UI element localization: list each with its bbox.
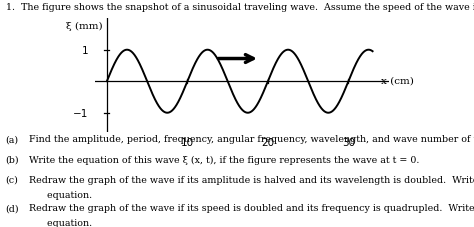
Text: Write the equation of this wave ξ (x, t), if the figure represents the wave at t: Write the equation of this wave ξ (x, t)…	[29, 155, 420, 165]
Text: (b): (b)	[6, 155, 19, 165]
Text: equation.: equation.	[29, 191, 92, 200]
Text: Redraw the graph of the wave if its speed is doubled and its frequency is quadru: Redraw the graph of the wave if its spee…	[29, 204, 474, 213]
Text: 1.  The figure shows the snapshot of a sinusoidal traveling wave.  Assume the sp: 1. The figure shows the snapshot of a si…	[6, 3, 474, 12]
Text: Redraw the graph of the wave if its amplitude is halved and its wavelength is do: Redraw the graph of the wave if its ampl…	[29, 176, 474, 185]
Text: (a): (a)	[6, 135, 19, 144]
Text: x (cm): x (cm)	[381, 77, 413, 86]
Text: Find the amplitude, period, frequency, angular frequency, wavelength, and wave n: Find the amplitude, period, frequency, a…	[29, 135, 474, 144]
Text: ξ (mm): ξ (mm)	[66, 22, 103, 31]
Text: (c): (c)	[6, 176, 18, 185]
Text: (d): (d)	[6, 204, 19, 213]
Text: equation.: equation.	[29, 219, 92, 227]
